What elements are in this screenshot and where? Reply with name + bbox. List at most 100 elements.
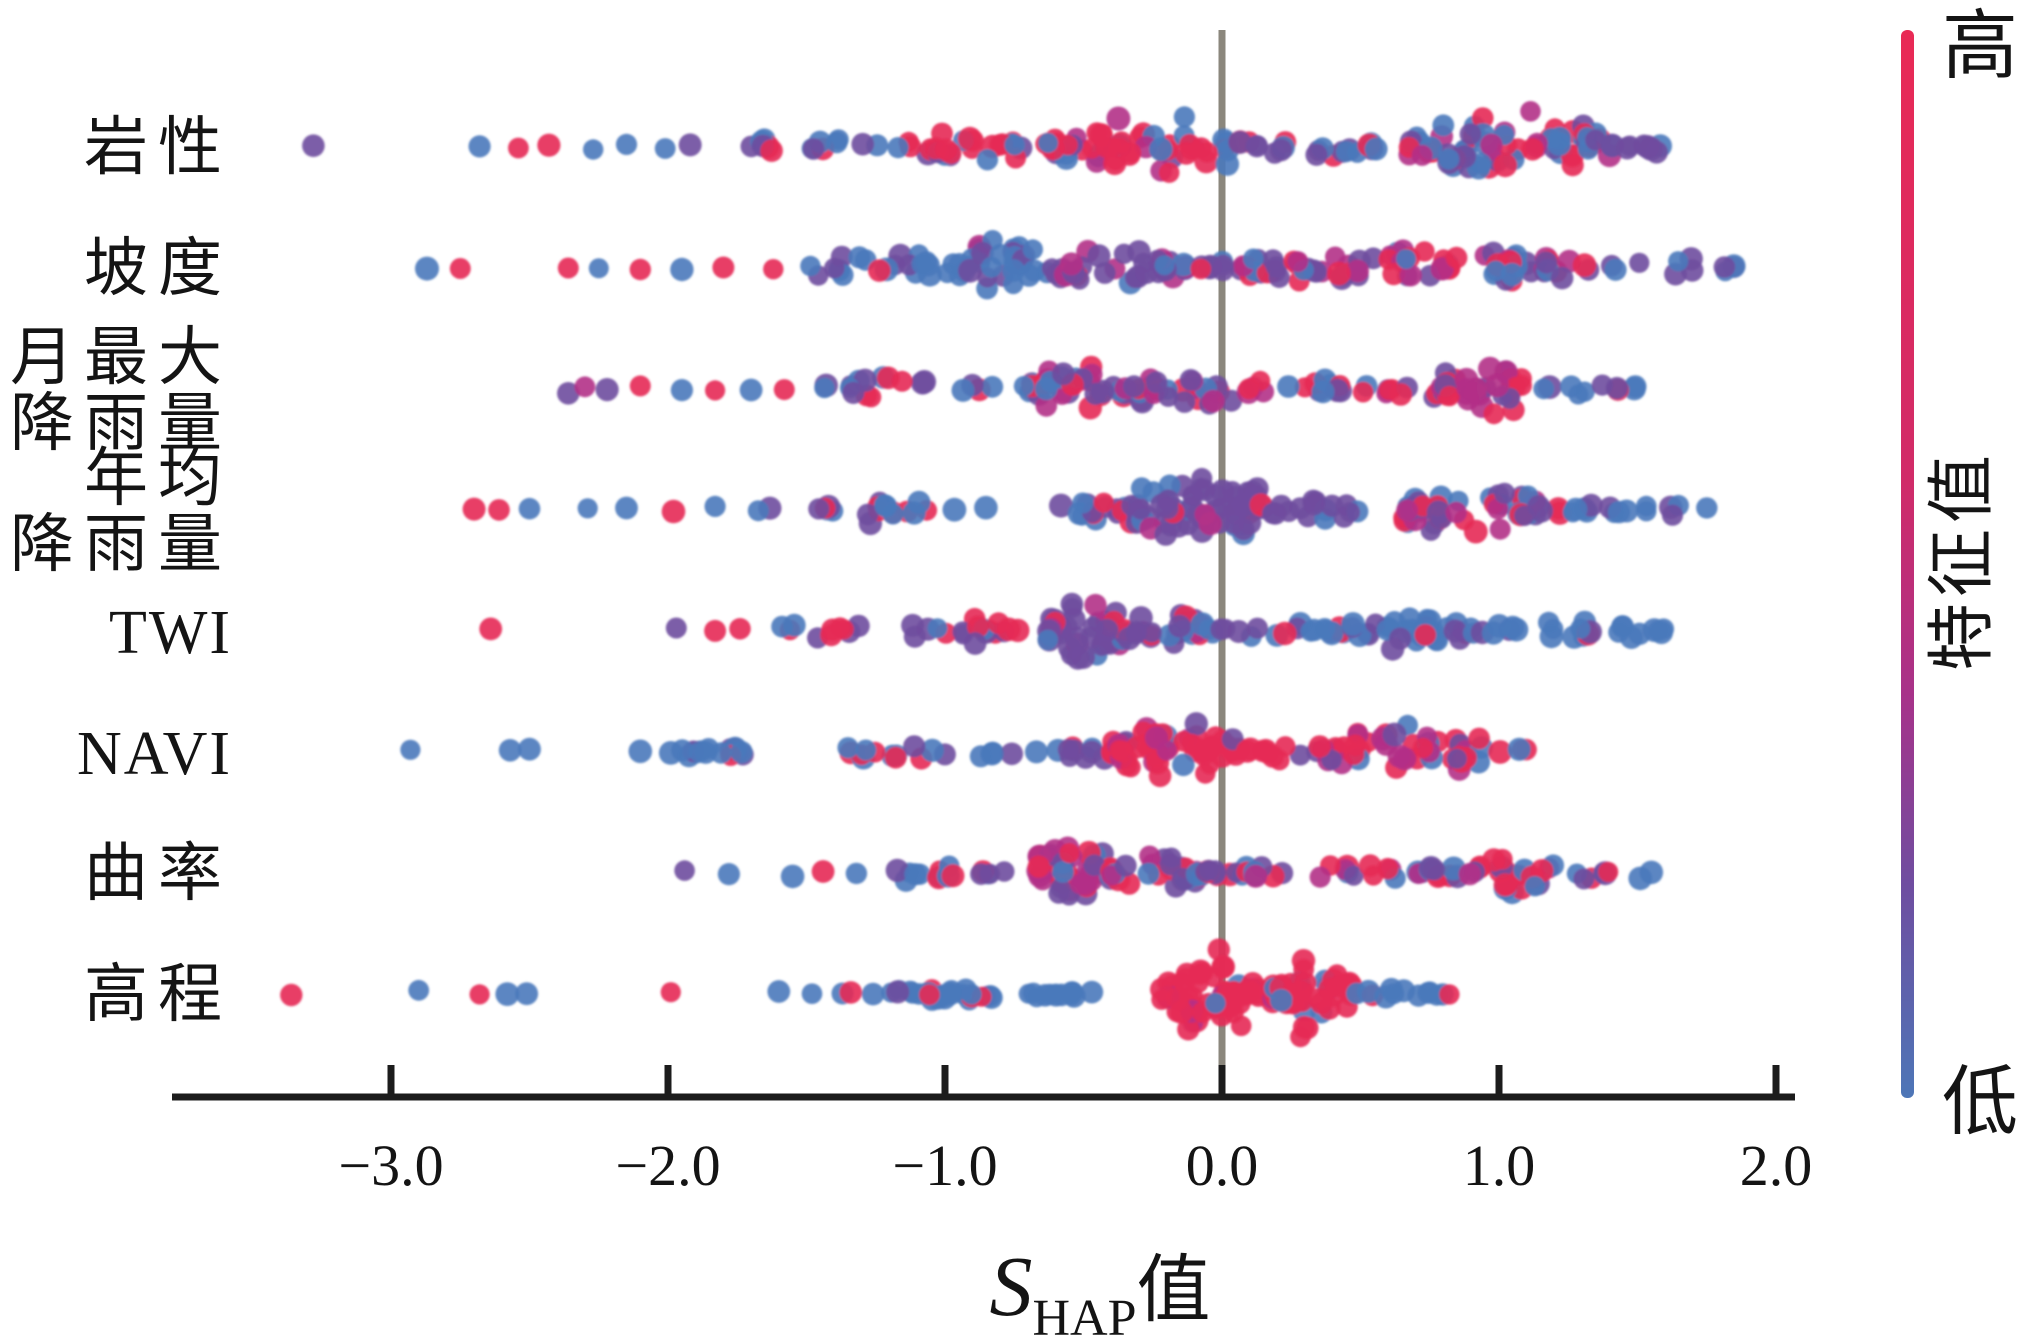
shap-dot bbox=[415, 256, 439, 281]
shap-dot bbox=[1168, 614, 1191, 638]
shap-dot bbox=[1262, 249, 1284, 271]
shap-dot bbox=[1224, 485, 1245, 506]
shap-dot bbox=[1533, 378, 1555, 400]
shap-dot bbox=[1573, 868, 1595, 890]
shap-dot bbox=[1050, 878, 1071, 899]
x-axis-title: SHAP值 bbox=[989, 1238, 1210, 1343]
shap-dot bbox=[1190, 137, 1212, 159]
shap-dot bbox=[654, 138, 676, 159]
shap-dot bbox=[1173, 391, 1196, 413]
shap-dot bbox=[1238, 378, 1260, 400]
shap-dot bbox=[1111, 740, 1134, 763]
shap-dot bbox=[1126, 620, 1147, 642]
shap-dot bbox=[808, 498, 830, 520]
shap-dot bbox=[1114, 854, 1137, 877]
shap-dot bbox=[1194, 861, 1216, 882]
shap-dot bbox=[1639, 860, 1664, 885]
x-axis-tick-labels: −3.0 −2.0 −1.0 0.0 1.0 2.0 bbox=[338, 1133, 1812, 1198]
shap-dot bbox=[1287, 251, 1309, 272]
shap-dot bbox=[1356, 979, 1380, 1004]
shap-dot bbox=[1507, 737, 1531, 761]
shap-dot bbox=[1182, 485, 1203, 506]
shap-dot bbox=[408, 979, 430, 1001]
shap-dot bbox=[1244, 864, 1268, 888]
shap-dot bbox=[981, 375, 1004, 398]
shap-dot bbox=[1572, 253, 1597, 277]
shap-dot bbox=[902, 501, 926, 525]
shap-dot bbox=[1228, 130, 1252, 154]
shap-dot bbox=[1083, 854, 1105, 876]
shap-dot bbox=[557, 382, 580, 405]
shap-dot bbox=[942, 497, 967, 522]
shap-dot bbox=[1393, 747, 1417, 771]
feature-label-max-monthly-rainfall: 月最大降雨量 bbox=[10, 322, 232, 459]
shap-dot bbox=[469, 984, 490, 1005]
shap-dot bbox=[927, 618, 948, 639]
shap-dot bbox=[1598, 861, 1619, 883]
shap-dot bbox=[993, 861, 1015, 882]
shap-dot bbox=[712, 256, 735, 279]
shap-dot bbox=[1144, 726, 1168, 750]
shap-dot bbox=[1024, 740, 1048, 764]
shap-dot bbox=[1302, 618, 1326, 642]
colorbar-high-label: 高 bbox=[1942, 5, 2018, 89]
shap-dot bbox=[1172, 753, 1195, 777]
x-tick-label: 2.0 bbox=[1740, 1133, 1813, 1198]
shap-dot bbox=[891, 370, 913, 392]
shap-dot bbox=[845, 862, 868, 885]
shap-dot bbox=[1093, 492, 1114, 513]
shap-dot bbox=[1113, 243, 1135, 264]
shap-dot bbox=[704, 495, 726, 517]
shap-dot bbox=[941, 864, 965, 888]
shap-dot bbox=[1488, 740, 1512, 764]
shap-dot bbox=[1194, 503, 1216, 525]
shap-dot bbox=[1438, 148, 1460, 170]
shap-dot bbox=[1013, 375, 1035, 397]
shap-dot bbox=[1445, 246, 1468, 269]
shap-dot bbox=[574, 376, 596, 398]
shap-dot bbox=[997, 617, 1021, 642]
shap-dot bbox=[848, 246, 871, 269]
feature-label-slope: 坡度 bbox=[84, 233, 232, 304]
shap-dot bbox=[729, 618, 751, 640]
shap-dot bbox=[670, 257, 694, 282]
shap-dot bbox=[884, 746, 907, 769]
shap-dot bbox=[1038, 132, 1059, 153]
feature-label-lithology: 岩性 bbox=[84, 112, 232, 183]
shap-dot bbox=[1073, 873, 1097, 896]
shap-dot bbox=[508, 137, 529, 159]
shap-dot bbox=[1459, 123, 1482, 145]
shap-dot bbox=[1059, 746, 1080, 767]
x-tick-label: −3.0 bbox=[338, 1133, 443, 1198]
shap-dot bbox=[1111, 131, 1133, 153]
shap-dot bbox=[1480, 133, 1503, 156]
shap-dot bbox=[515, 982, 539, 1006]
shap-dot bbox=[1341, 612, 1365, 636]
shap-dot bbox=[976, 149, 999, 171]
shap-dot bbox=[1120, 757, 1141, 778]
shap-dot bbox=[495, 982, 520, 1006]
shap-dot bbox=[1411, 144, 1433, 166]
feature-label-navi: NAVI bbox=[77, 720, 232, 788]
shap-dot bbox=[839, 981, 863, 1004]
shap-dot bbox=[903, 625, 926, 648]
x-axis-title-suffix: 值 bbox=[1137, 1250, 1211, 1332]
shap-dot bbox=[628, 739, 653, 764]
shap-dot bbox=[1184, 712, 1209, 736]
shap-dot bbox=[1649, 620, 1674, 645]
shap-dot bbox=[1080, 980, 1104, 1004]
shap-dot bbox=[802, 138, 825, 160]
shap-dot bbox=[302, 134, 325, 157]
shap-dot bbox=[1380, 977, 1403, 1001]
shap-dot bbox=[1500, 262, 1524, 287]
shap-dot bbox=[1432, 114, 1455, 137]
shap-dot bbox=[919, 984, 940, 1006]
shap-dot bbox=[1027, 855, 1051, 878]
shap-dot bbox=[1407, 984, 1430, 1007]
shap-dot bbox=[887, 137, 909, 159]
shap-dot bbox=[951, 378, 975, 402]
shap-dot bbox=[760, 139, 783, 162]
shap-dot bbox=[1352, 381, 1374, 403]
shap-dot bbox=[1543, 618, 1564, 640]
shap-dot bbox=[1084, 382, 1107, 405]
